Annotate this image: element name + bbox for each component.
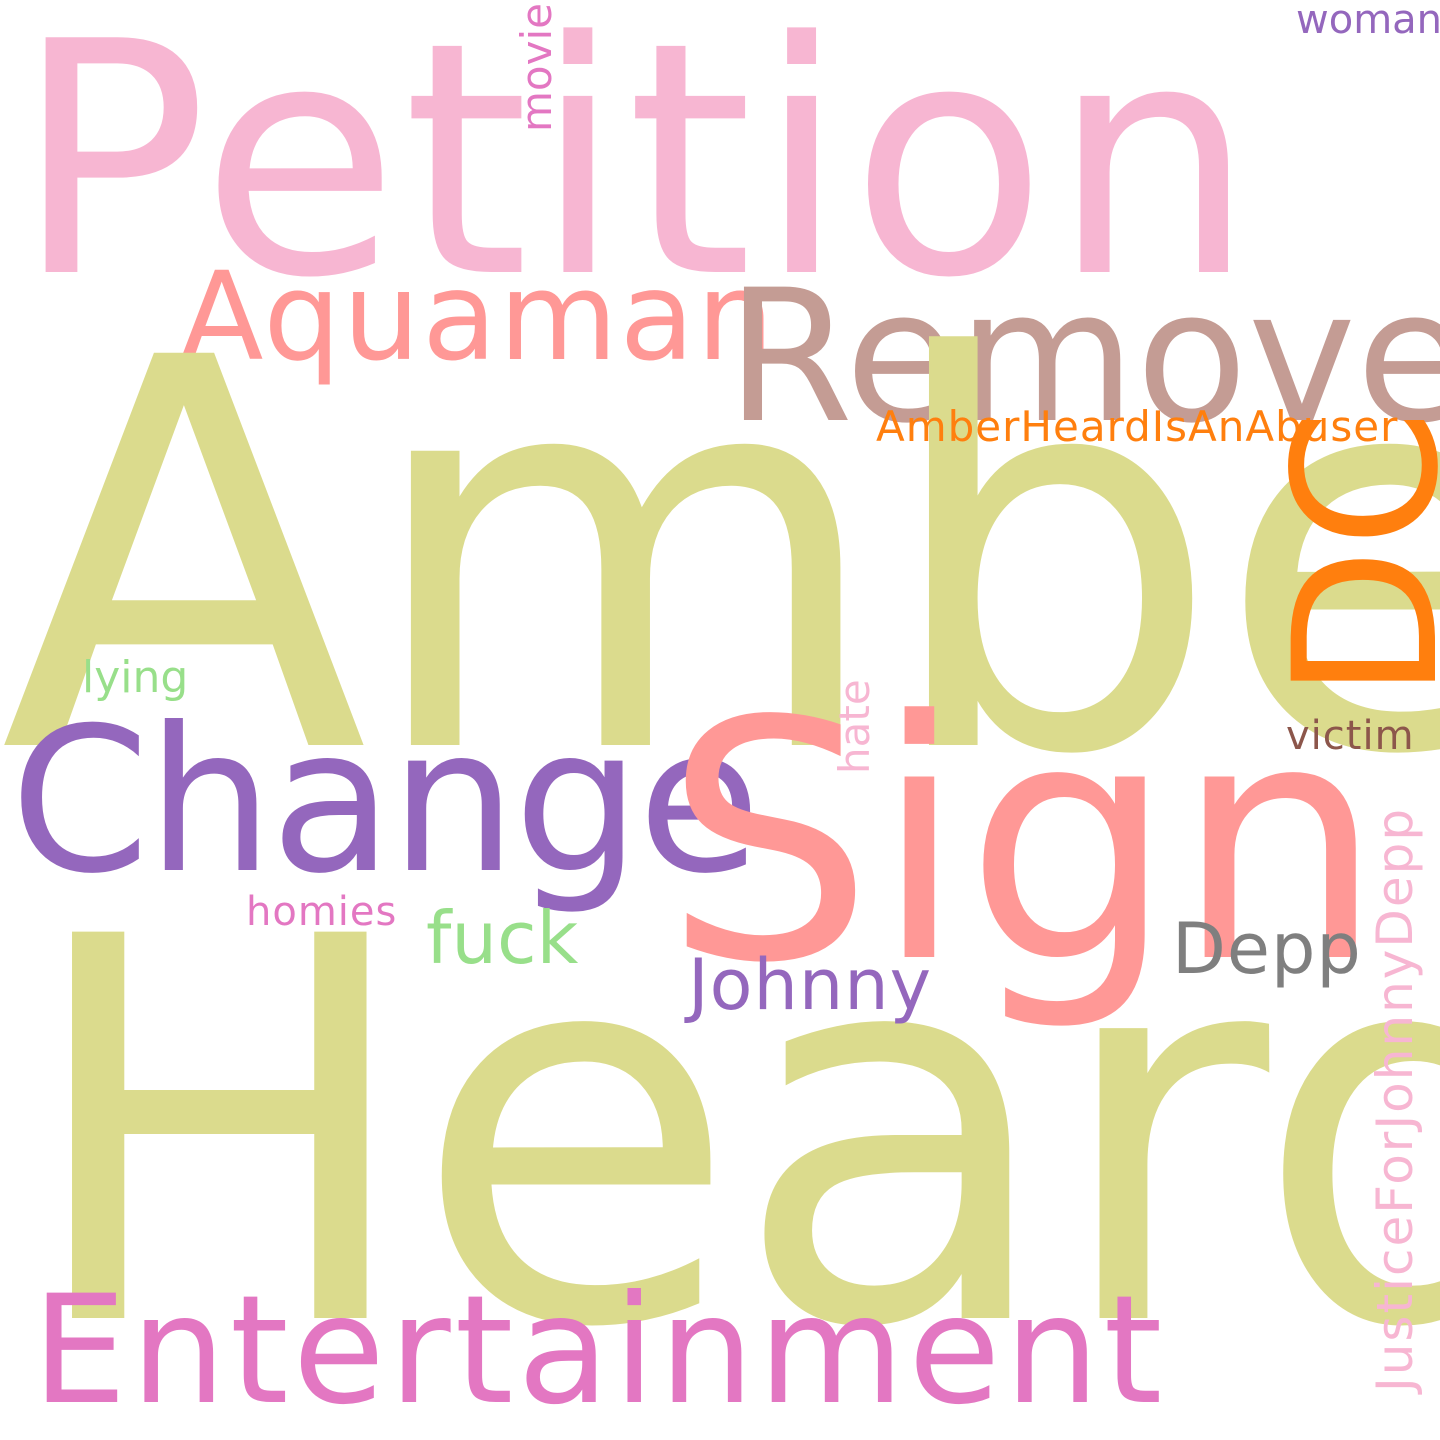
word-lying: lying [82, 652, 189, 703]
word-amberheardisanabuser: AmberHeardIsAnAbuser [876, 402, 1399, 451]
word-hate: hate [830, 679, 879, 774]
word-woman: woman [1296, 0, 1440, 43]
word-petition: Petition [14, 0, 1260, 348]
word-homies: homies [246, 889, 398, 935]
word-aquaman: Aquaman [180, 246, 776, 388]
word-change: Change [10, 685, 761, 918]
word-movie: movie [512, 3, 561, 132]
word-sign: Sign [664, 651, 1384, 1035]
word-heard: Heard [20, 826, 1440, 1440]
word-dc: DC [1251, 409, 1440, 700]
word-justiceforjohnnydepp: JusticeForJohnnyDepp [1366, 806, 1424, 1392]
word-remove: Remove [726, 251, 1440, 464]
word-johnny: Johnny [688, 944, 932, 1026]
word-fuck: fuck [426, 896, 579, 980]
word-amber: Amber [0, 246, 1440, 872]
word-victim: victim [1286, 713, 1415, 759]
word-entertainment: Entertainment [32, 1264, 1167, 1438]
word-depp: Depp [1172, 908, 1362, 990]
